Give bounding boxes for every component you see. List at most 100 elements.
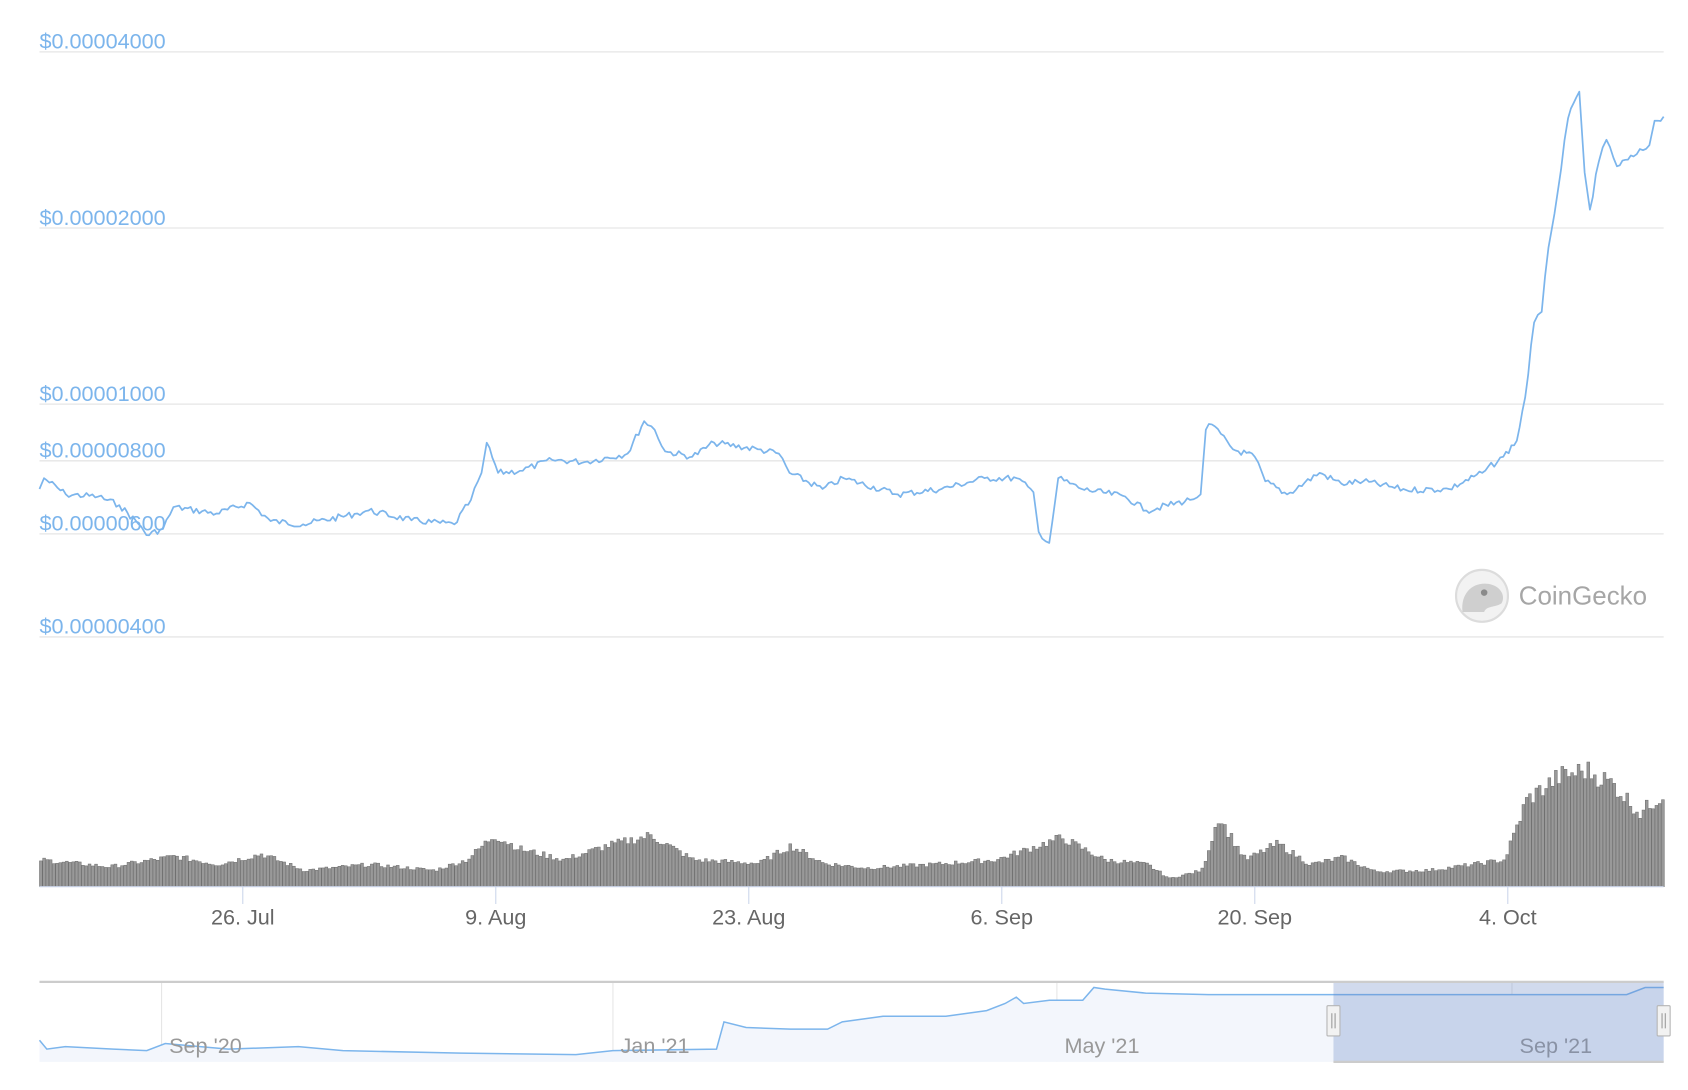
volume-bar: [1327, 858, 1331, 887]
volume-bar: [632, 843, 637, 887]
volume-bar: [1395, 869, 1399, 887]
navigator-selection[interactable]: [1333, 981, 1664, 1062]
volume-bar: [782, 852, 786, 887]
volume-bar: [1005, 857, 1010, 887]
volume-bar: [522, 850, 526, 887]
volume-bar: [992, 861, 997, 887]
volume-bar: [1404, 871, 1409, 887]
volume-bar: [652, 838, 656, 887]
volume-bar: [269, 855, 273, 887]
volume-bar: [934, 862, 938, 887]
volume-bar: [1051, 840, 1055, 887]
volume-bar: [791, 850, 796, 887]
volume-bar: [74, 861, 79, 887]
volume-bar: [133, 861, 137, 887]
gecko-head-icon: [1462, 583, 1504, 613]
volume-bar: [1563, 769, 1568, 887]
volume-bar: [480, 845, 484, 887]
volume-bar: [1301, 861, 1305, 887]
volume-bar: [45, 859, 50, 887]
volume-bar: [130, 860, 134, 887]
volume-bar: [1408, 870, 1412, 887]
volume-bar: [428, 869, 432, 887]
handle-grip[interactable]: [1656, 1005, 1671, 1037]
volume-bar: [752, 863, 757, 887]
volume-bar: [1482, 864, 1487, 887]
volume-bar: [821, 862, 825, 887]
volume-bar: [490, 839, 494, 887]
volume-bar: [117, 867, 121, 887]
volume-bar: [629, 837, 633, 887]
volume-bar: [107, 867, 111, 887]
volume-bar: [970, 861, 974, 887]
volume-bar: [266, 855, 270, 887]
volume-bar: [1645, 799, 1649, 887]
volume-bar: [1359, 866, 1363, 887]
volume-bar: [1609, 778, 1613, 887]
volume-bar: [178, 859, 183, 887]
volume-bar: [928, 862, 932, 887]
volume-bar: [1638, 818, 1642, 887]
volume-bar: [772, 852, 776, 887]
volume-bar: [1210, 841, 1214, 887]
volume-bar: [1437, 869, 1441, 887]
volume-bar: [1589, 778, 1594, 887]
volume-bar: [749, 862, 754, 887]
volume-bar: [885, 866, 890, 887]
volume-bar: [1602, 772, 1607, 887]
volume-bar: [1615, 796, 1620, 887]
navigator-right-handle[interactable]: [1656, 1005, 1671, 1037]
volume-bar: [91, 865, 95, 887]
volume-bar: [496, 840, 500, 887]
volume-bar: [944, 863, 948, 887]
volume-bar: [1524, 797, 1529, 887]
volume-bar: [963, 863, 968, 887]
navigator[interactable]: Sep '20 Jan '21 May '21 Sep '21: [38, 980, 1671, 1063]
volume-bar: [1109, 858, 1114, 887]
volume-bar: [788, 843, 792, 887]
volume-bar: [1537, 785, 1542, 887]
volume-bar: [373, 862, 377, 887]
volume-bar: [1310, 862, 1315, 887]
volume-bar: [584, 853, 588, 887]
volume-bar: [1223, 824, 1227, 887]
navigator-left-handle[interactable]: [1326, 1005, 1341, 1037]
volume-bar: [902, 863, 906, 887]
volume-bar: [1541, 795, 1545, 887]
volume-bar: [542, 851, 546, 887]
volume-bar: [1291, 850, 1295, 887]
volume-bar: [230, 861, 234, 887]
volume-bar: [986, 859, 990, 887]
volume-bar: [1242, 854, 1247, 887]
volume-bar: [1207, 850, 1211, 887]
volume-bar: [366, 866, 371, 887]
volume-bar: [503, 841, 507, 887]
volume-bar: [872, 869, 877, 887]
handle-grip[interactable]: [1326, 1005, 1341, 1037]
volume-bar: [1550, 785, 1555, 887]
volume-bar: [1187, 872, 1191, 887]
volume-bar: [1229, 833, 1234, 887]
volume-bar: [1213, 827, 1217, 887]
y-gridlines: [39, 51, 1664, 638]
volume-bar: [1174, 877, 1178, 887]
volume-bar: [272, 856, 277, 887]
volume-bar: [81, 865, 85, 887]
volume-bar: [457, 863, 462, 887]
volume-bar: [619, 840, 624, 887]
volume-bar: [353, 864, 358, 887]
volume-bar: [853, 867, 857, 887]
volume-bar: [1061, 838, 1065, 887]
volume-bar: [509, 843, 513, 887]
volume-bar: [1362, 866, 1367, 887]
volume-bar: [396, 865, 400, 887]
volume-bar: [613, 842, 617, 887]
volume-bar: [94, 863, 98, 887]
volume-bar: [512, 849, 517, 887]
volume-bar: [305, 871, 309, 887]
volume-bar: [1398, 869, 1402, 887]
volume-bar: [1239, 854, 1243, 887]
volume-bar: [561, 858, 565, 887]
volume-bar: [314, 870, 319, 887]
volume-bar: [1025, 848, 1029, 887]
